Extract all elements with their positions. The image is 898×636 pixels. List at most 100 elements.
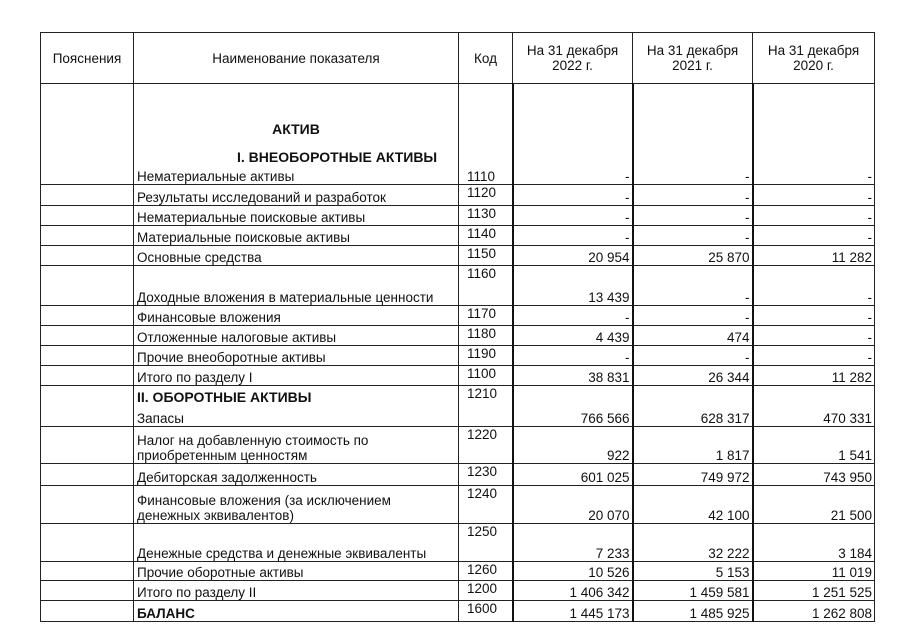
- table-row: Результаты исследований и разработок 1120…: [40, 184, 875, 206]
- value-2020: -: [751, 325, 875, 346]
- value-2021: 5 153: [631, 561, 753, 581]
- value-2020: -: [751, 225, 875, 246]
- notes-cell: [40, 345, 134, 366]
- section-current: II. ОБОРОТНЫЕ АКТИВЫ: [137, 389, 312, 405]
- table-row: Прочие оборотные активы 1260 10 526 5 153 11…: [40, 561, 875, 581]
- value-2021: 25 870: [631, 245, 753, 266]
- value-2021: 749 972: [631, 463, 753, 486]
- notes-cell: [40, 184, 134, 206]
- value-2020: -: [751, 205, 875, 226]
- table-row: Отложенные налоговые активы 1180 4 439 474-: [40, 325, 875, 346]
- table-row: Финансовые вложения 1170- - -: [40, 305, 875, 326]
- notes-cell: [40, 523, 134, 562]
- row-name: Финансовые вложения (за исключением дене…: [133, 485, 459, 524]
- value-2022: 601 025: [511, 463, 633, 486]
- notes-cell: [40, 463, 134, 486]
- row-code: 1600: [458, 600, 513, 622]
- value-2021: 26 344: [631, 365, 753, 386]
- row-code: 1260: [458, 561, 513, 581]
- value-2022: -: [511, 205, 633, 226]
- notes-cell: [40, 600, 134, 622]
- value-2020: 3 184: [751, 523, 875, 562]
- value-2022: 20 070: [511, 485, 633, 524]
- row-code: 1180: [458, 325, 513, 346]
- row-code: 1250: [458, 523, 513, 562]
- value-2021: -: [631, 225, 753, 246]
- row-name: Денежные средства и денежные эквиваленты: [133, 523, 459, 562]
- header-row: Пояснения Наименование показателя Код На…: [40, 32, 875, 84]
- header-code: Код: [458, 32, 513, 84]
- value-2020: 743 950: [751, 463, 875, 486]
- table-row: II. ОБОРОТНЫЕ АКТИВЫ Запасы 1210 766 566 628…: [40, 385, 875, 427]
- header-2022: На 31 декабря 2022 г.: [512, 32, 633, 84]
- row-name: Доходные вложения в материальные ценност…: [133, 265, 459, 306]
- value-2021: 474: [631, 325, 753, 346]
- value-2021: -: [631, 184, 753, 206]
- notes-cell: [40, 245, 134, 266]
- value-2020: -: [751, 184, 875, 206]
- value-2022: 766 566: [511, 385, 633, 427]
- row-code: 1220: [458, 426, 513, 464]
- notes-cell: [40, 305, 134, 326]
- value-2020: 1 541: [751, 426, 875, 464]
- notes-cell: [40, 325, 134, 346]
- notes-cell: [40, 561, 134, 581]
- row-name: Отложенные налоговые активы: [133, 325, 459, 346]
- notes-cell: [40, 426, 134, 464]
- table-row: Итого по разделу I 1100 38 831 26 344 11 282: [40, 365, 875, 386]
- row-name: Финансовые вложения: [133, 305, 459, 326]
- value-2021: -: [631, 305, 753, 326]
- row-code: 1240: [458, 485, 513, 524]
- value-2022: -: [511, 83, 633, 185]
- row-name: Основные средства: [133, 245, 459, 266]
- value-2022: 1 445 173: [511, 600, 633, 622]
- value-2021: 1 817: [631, 426, 753, 464]
- value-2021: -: [631, 83, 753, 185]
- row-name: Дебиторская задолженность: [133, 463, 459, 486]
- row-name: Итого по разделу II: [133, 580, 459, 601]
- notes-cell: [40, 385, 134, 427]
- notes-cell: [40, 485, 134, 524]
- table-row: Прочие внеоборотные активы 1190- - -: [40, 345, 875, 366]
- row-code: 1150: [458, 245, 513, 266]
- row-name: Нематериальные активы: [137, 169, 295, 184]
- table-row: Итого по разделу II 1200 1 406 342 1 459 58…: [40, 580, 875, 601]
- value-2022: 922: [511, 426, 633, 464]
- value-2020: 21 500: [751, 485, 875, 524]
- value-2021: 32 222: [631, 523, 753, 562]
- value-2022: 7 233: [511, 523, 633, 562]
- value-2020: 1 251 525: [751, 580, 875, 601]
- notes-cell: [40, 205, 134, 226]
- value-2021: -: [631, 345, 753, 366]
- header-notes: Пояснения: [40, 32, 134, 84]
- table-row: Основные средства 1150 20 954 25 870 11 282: [40, 245, 875, 266]
- table-row: БАЛАНС 1600 1 445 173 1 485 925 1 262 808: [40, 600, 875, 622]
- row-code: 1190: [458, 345, 513, 366]
- value-2020: -: [751, 83, 875, 185]
- row-code: 1170: [458, 305, 513, 326]
- row-code: 1160: [458, 265, 513, 306]
- header-2021: На 31 декабря 2021 г.: [632, 32, 753, 84]
- row-code: 1140: [458, 225, 513, 246]
- table-row: АКТИВ I. ВНЕОБОРОТНЫЕ АКТИВЫ Нематериальны…: [40, 83, 875, 185]
- value-2020: -: [751, 265, 875, 306]
- row-name: Материальные поисковые активы: [133, 225, 459, 246]
- table-row: Дебиторская задолженность 1230 601 025 749 …: [40, 463, 875, 486]
- row-code: 1110: [458, 83, 513, 185]
- value-2020: 11 282: [751, 245, 875, 266]
- value-2022: -: [511, 225, 633, 246]
- table-row: Финансовые вложения (за исключением дене…: [40, 485, 875, 524]
- table-row: Денежные средства и денежные эквиваленты…: [40, 523, 875, 562]
- value-2020: 1 262 808: [751, 600, 875, 622]
- row-name: Итого по разделу I: [133, 365, 459, 386]
- value-2020: -: [751, 345, 875, 366]
- value-2020: -: [751, 305, 875, 326]
- value-2021: -: [631, 265, 753, 306]
- table-row: Налог на добавленную стоимость по приобр…: [40, 426, 875, 464]
- value-2022: 4 439: [511, 325, 633, 346]
- notes-cell: [40, 225, 134, 246]
- balance-sheet-table: Пояснения Наименование показателя Код На…: [40, 32, 875, 622]
- row-name: Нематериальные поисковые активы: [133, 205, 459, 226]
- value-2022: -: [511, 184, 633, 206]
- name-cell: II. ОБОРОТНЫЕ АКТИВЫ Запасы: [133, 385, 459, 427]
